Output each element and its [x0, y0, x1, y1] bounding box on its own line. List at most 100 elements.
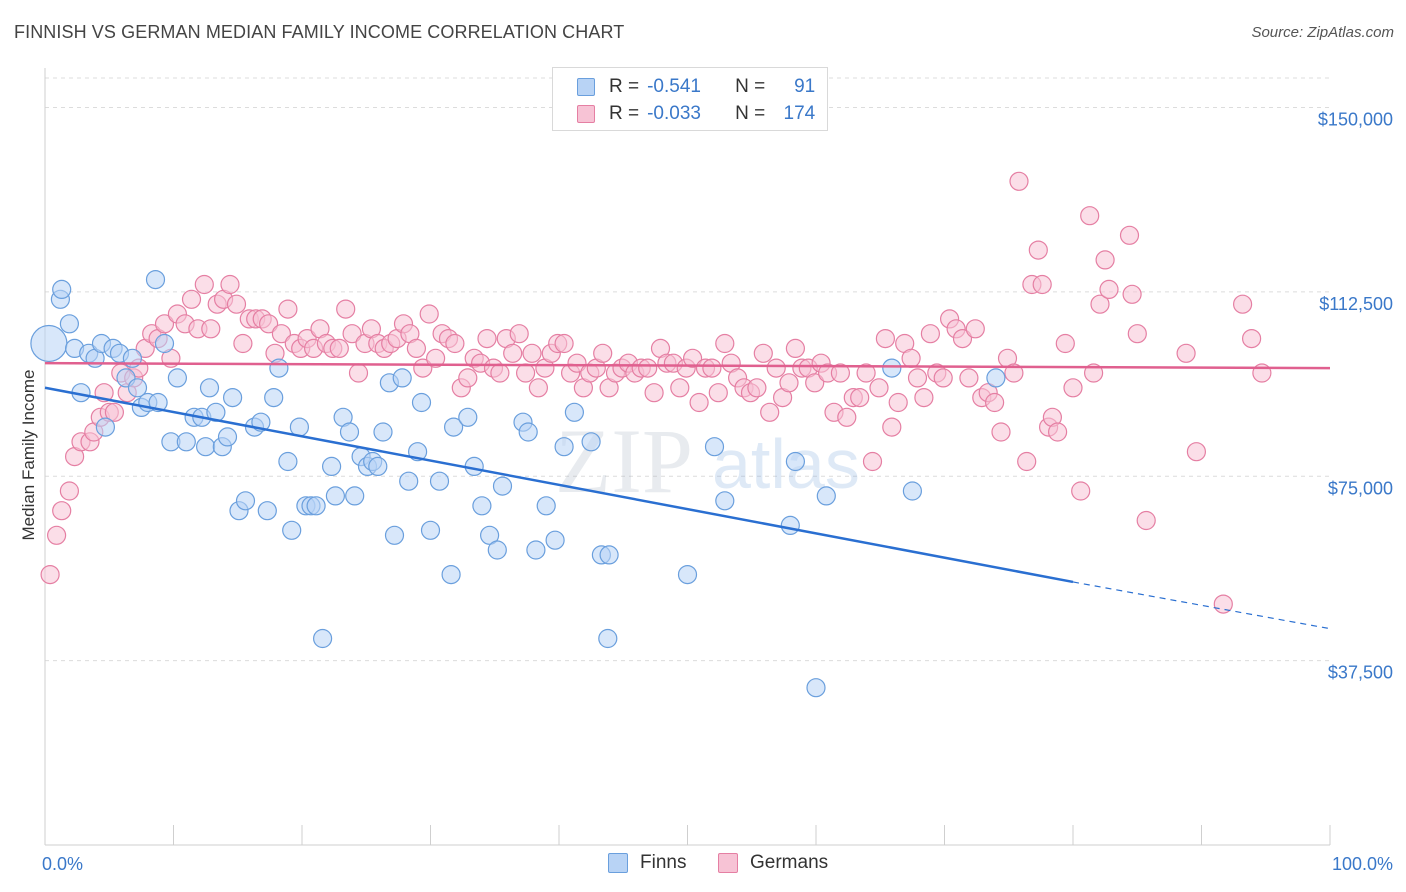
germans-point — [888, 392, 908, 413]
germans-swatch — [577, 105, 595, 123]
germans-point — [1047, 422, 1068, 442]
y-axis-title: Median Family Income — [19, 369, 38, 540]
axes — [44, 68, 1331, 846]
finns-point — [564, 402, 585, 422]
germans-point — [477, 329, 497, 349]
finns-point — [167, 368, 187, 388]
finns-point — [677, 564, 698, 585]
bottom-legend-germans-label: Germans — [750, 852, 829, 873]
germans-point — [329, 338, 349, 358]
finns-point — [392, 368, 412, 388]
germans-point — [1176, 343, 1196, 363]
germans-point — [271, 324, 291, 344]
germans-point — [766, 358, 786, 378]
germans-point — [862, 451, 883, 472]
finns-point — [176, 432, 196, 452]
germans-point — [747, 378, 767, 398]
legend-n-label: N = — [735, 76, 766, 97]
finns-point — [441, 564, 461, 585]
finns-point — [199, 378, 220, 398]
finns-point — [145, 270, 166, 290]
finns-point — [306, 496, 326, 516]
finns-point — [95, 417, 116, 437]
germans-point — [850, 388, 870, 408]
finns-point — [325, 486, 345, 506]
finns-point — [780, 515, 800, 536]
germans-point — [1186, 442, 1207, 462]
finns-point — [526, 540, 546, 560]
germans-point — [984, 392, 1005, 413]
y-tick-label: $112,500 — [1319, 294, 1393, 314]
germans-point — [1136, 510, 1156, 531]
finns-point — [458, 407, 478, 427]
germans-point — [689, 392, 709, 413]
finns-point — [384, 525, 405, 545]
germans-point — [682, 348, 703, 368]
watermark: ZIP atlas — [555, 410, 860, 512]
germans-point — [522, 343, 542, 363]
germans-point — [490, 363, 510, 383]
germans-point — [458, 368, 478, 388]
germans-point — [278, 299, 298, 319]
correlation-legend: R = -0.541 N = 91 R = -0.033 N = 174 — [552, 67, 828, 131]
germans-point — [1122, 284, 1142, 304]
legend-r-value: -0.541 — [647, 76, 701, 97]
finns-point — [518, 422, 538, 442]
germans-point — [336, 299, 356, 319]
chart-title: FINNISH VS GERMAN MEDIAN FAMILY INCOME C… — [14, 22, 625, 42]
germans-point — [1063, 378, 1083, 398]
finns-point — [282, 520, 302, 540]
finns-point — [59, 314, 80, 334]
finns-point — [223, 388, 243, 408]
germans-point — [40, 564, 60, 585]
finns-point — [313, 628, 333, 649]
finns-point — [882, 358, 902, 378]
watermark-zip: ZIP — [555, 410, 693, 512]
germans-point — [882, 417, 902, 437]
germans-point — [760, 402, 780, 422]
bottom-legend-finns-label: Finns — [640, 852, 687, 873]
germans-point — [1241, 329, 1262, 349]
finns-point — [30, 324, 68, 363]
finns-point — [322, 456, 342, 476]
germans-point — [920, 324, 941, 344]
finns-point — [816, 486, 836, 506]
finns-point — [278, 451, 298, 472]
germans-point — [644, 383, 664, 403]
germans-point — [406, 338, 426, 358]
y-axis-labels: $37,500 $75,000 $112,500 $150,000 — [1318, 110, 1393, 683]
trend-lines — [44, 361, 1331, 630]
x-tick-label-max: 100.0% — [1332, 854, 1393, 874]
germans-point — [59, 481, 80, 501]
finns-point — [217, 427, 238, 447]
finns-point — [196, 437, 216, 457]
germans-point — [233, 333, 253, 354]
germans-point — [445, 333, 465, 354]
germans-point — [856, 363, 876, 383]
germans-point — [201, 319, 221, 339]
finns-point — [785, 451, 806, 472]
finns-point — [420, 520, 441, 540]
legend-row-germans: R = -0.033 N = 174 — [577, 102, 815, 126]
germans-point — [1028, 240, 1048, 260]
finns-point — [599, 545, 619, 565]
finns-point — [235, 491, 256, 511]
germans-point — [259, 314, 279, 334]
y-tick-label: $75,000 — [1328, 478, 1393, 498]
finns-point — [257, 501, 277, 521]
germans-point — [708, 383, 728, 403]
germans-point — [837, 407, 857, 427]
germans-point — [869, 378, 889, 398]
germans-point — [181, 289, 202, 309]
finns-point — [704, 437, 725, 457]
finns-point — [345, 486, 365, 506]
germans-point — [670, 378, 690, 398]
legend-n-value: 174 — [783, 103, 816, 124]
germans-point — [785, 338, 806, 358]
finns-point — [411, 392, 432, 413]
germans-point — [1119, 225, 1140, 245]
finns-point — [492, 476, 513, 496]
germans-point — [154, 314, 175, 334]
legend-r-label: R = — [609, 103, 640, 124]
